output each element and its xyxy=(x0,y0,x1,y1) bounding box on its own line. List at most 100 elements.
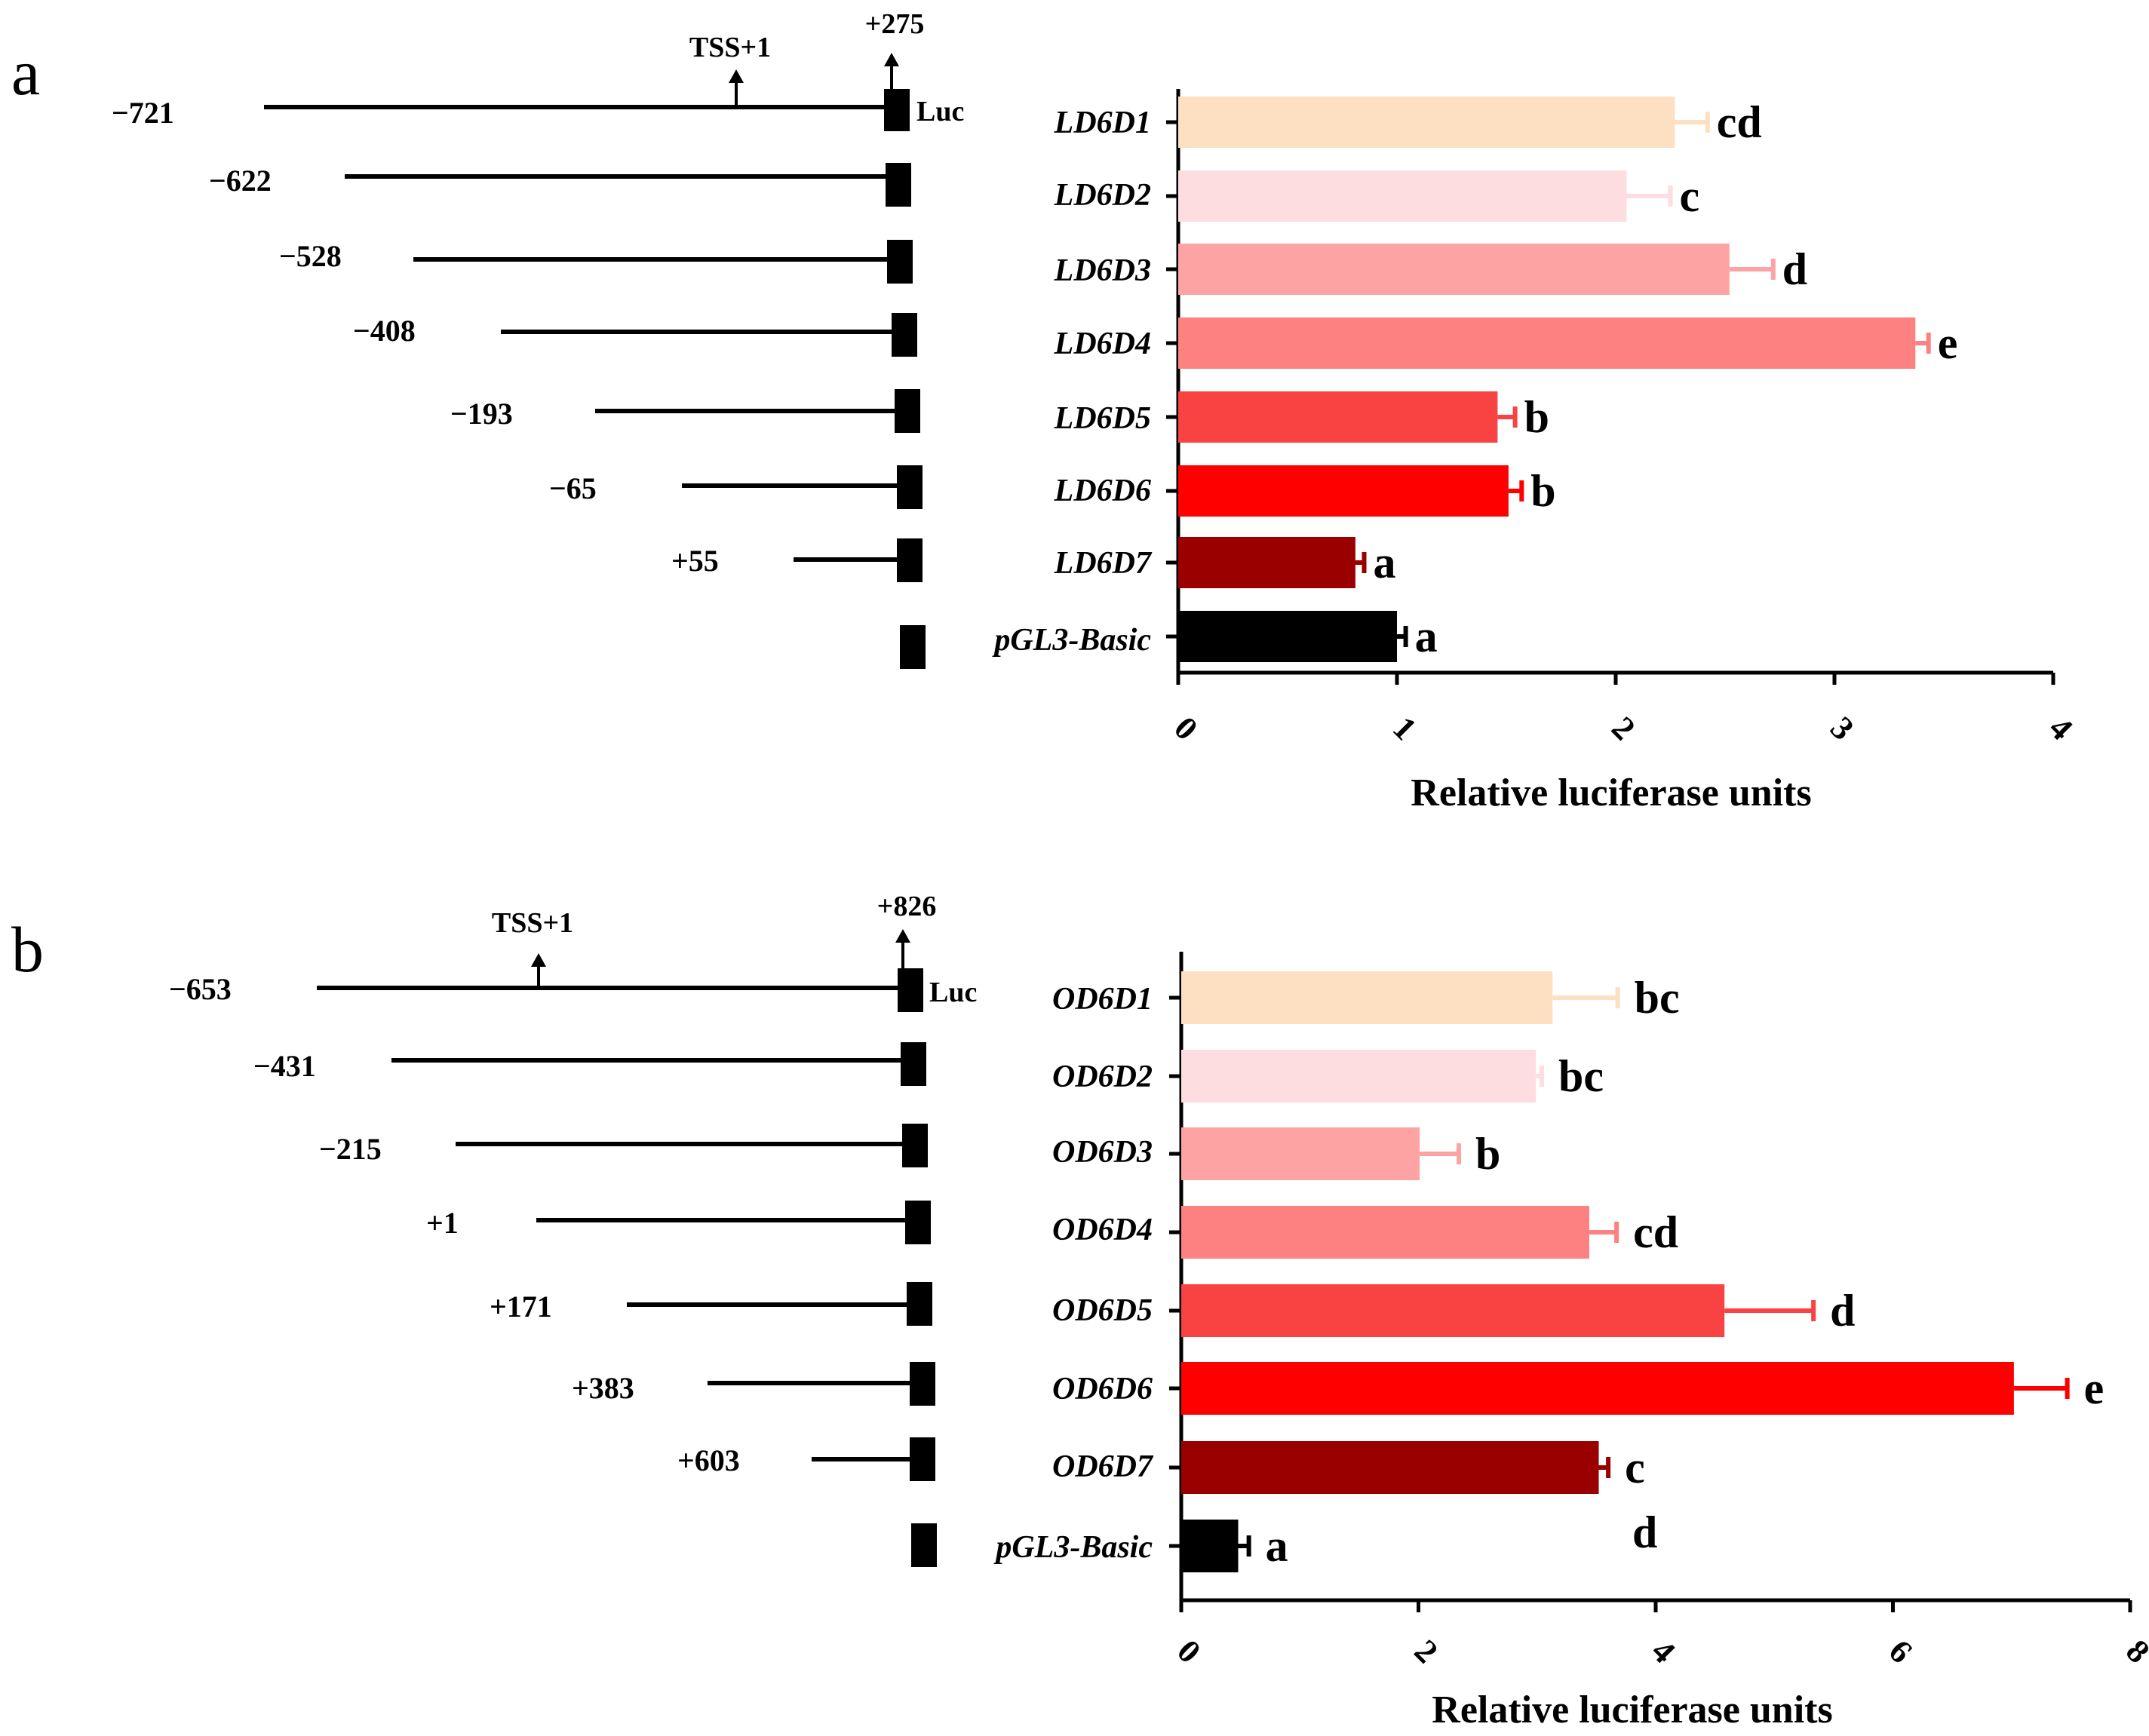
construct-row: −408 xyxy=(353,313,917,357)
bar xyxy=(1178,465,1509,517)
position-label: −528 xyxy=(279,239,342,273)
luc-box xyxy=(884,89,910,131)
bar xyxy=(1178,244,1730,295)
category-label: OD6D6 xyxy=(1052,1372,1153,1406)
position-label: +55 xyxy=(671,544,719,578)
construct-row: −622 xyxy=(209,163,911,207)
panel-b: b TSS+1 +826 Luc −653 −431 −215 xyxy=(11,891,2149,1731)
luc-box xyxy=(898,968,923,1012)
position-label: −193 xyxy=(450,397,513,431)
bar xyxy=(1181,1362,2014,1415)
chart-bars-a xyxy=(1178,97,1931,662)
luc-box xyxy=(905,1201,931,1244)
panel-a: a TSS+1 +275 Luc −721 −622 −528 xyxy=(11,8,2080,814)
category-label: LD6D6 xyxy=(1054,474,1151,508)
construct-row: +171 xyxy=(490,1282,932,1326)
category-label: LD6D4 xyxy=(1054,327,1151,361)
extra-significance-label: d xyxy=(1632,1507,1657,1557)
bar-chart-a: LD6D1 LD6D2 LD6D3 LD6D4 LD6D5 LD6D6 LD6D… xyxy=(992,89,2080,814)
position-label: −721 xyxy=(112,96,174,130)
x-axis-title-a: Relative luciferase units xyxy=(1411,771,1811,814)
end-arrow-head-a xyxy=(884,53,899,66)
position-label: −215 xyxy=(319,1132,382,1166)
x-tick-label: 4 xyxy=(1644,1633,1682,1670)
end-arrow-head-b xyxy=(895,929,910,943)
panel-letter-a: a xyxy=(11,36,40,109)
construct-row: −653 xyxy=(169,968,923,1012)
construct-diagram-b: TSS+1 +826 Luc −653 −431 −215 +1 xyxy=(169,891,977,1567)
x-tick-label: 0 xyxy=(1167,710,1205,747)
construct-row: −721 xyxy=(112,89,910,131)
significance-label: e xyxy=(2084,1363,2104,1413)
bar xyxy=(1181,1206,1589,1259)
category-label: LD6D1 xyxy=(1054,106,1151,140)
position-label: −622 xyxy=(209,164,272,198)
category-label: LD6D5 xyxy=(1054,401,1151,436)
significance-label: c xyxy=(1625,1443,1645,1492)
category-label: OD6D5 xyxy=(1052,1293,1153,1328)
significance-label: bc xyxy=(1558,1051,1604,1101)
x-tick-label: 2 xyxy=(1408,1633,1445,1670)
significance-label: cd xyxy=(1633,1207,1678,1257)
construct-diagram-a: TSS+1 +275 Luc −721 −622 −528 xyxy=(112,8,964,669)
significance-label: b xyxy=(1475,1129,1500,1179)
bar xyxy=(1178,391,1498,443)
luc-box xyxy=(910,1437,935,1481)
bar xyxy=(1178,317,1916,369)
category-label: LD6D3 xyxy=(1054,253,1151,288)
construct-row: +383 xyxy=(572,1362,935,1406)
significance-label: e xyxy=(1938,318,1958,368)
bar xyxy=(1181,1050,1537,1103)
significance-label: cd xyxy=(1717,97,1762,147)
construct-row: −528 xyxy=(279,239,913,284)
significance-labels-a: cd c d e b b a a xyxy=(1374,97,1958,661)
x-tick-label: 6 xyxy=(1882,1633,1920,1670)
bar xyxy=(1178,537,1355,588)
luc-box xyxy=(910,1362,935,1406)
category-label: OD6D1 xyxy=(1052,982,1153,1017)
x-tick-label: 2 xyxy=(1604,710,1642,747)
construct-row: −193 xyxy=(450,389,920,433)
bar xyxy=(1178,611,1397,662)
construct-row: −431 xyxy=(253,1042,926,1086)
category-labels-a: LD6D1 LD6D2 LD6D3 LD6D4 LD6D5 LD6D6 LD6D… xyxy=(992,106,1153,658)
x-tick-label: 3 xyxy=(1823,710,1861,747)
significance-label: d xyxy=(1830,1286,1855,1336)
bar xyxy=(1181,971,1553,1024)
luc-box xyxy=(900,625,926,669)
construct-row: +603 xyxy=(677,1437,935,1481)
panel-letter-b: b xyxy=(11,913,44,986)
bar xyxy=(1181,1284,1725,1337)
bar xyxy=(1181,1520,1239,1572)
construct-row: −215 xyxy=(319,1124,928,1167)
position-label: +383 xyxy=(572,1371,634,1405)
construct-row xyxy=(900,625,926,669)
category-label: OD6D3 xyxy=(1052,1135,1153,1170)
category-label: pGL3-Basic xyxy=(993,1530,1153,1565)
construct-row xyxy=(911,1523,937,1567)
category-label: LD6D7 xyxy=(1054,546,1153,581)
bar-chart-b: OD6D1 OD6D2 OD6D3 OD6D4 OD6D5 OD6D6 OD6D… xyxy=(993,952,2149,1731)
luc-box xyxy=(886,163,911,207)
position-label: −431 xyxy=(253,1049,316,1083)
x-tick-label: 8 xyxy=(2119,1633,2149,1670)
tick-labels-b: 0 2 4 6 8 xyxy=(1170,1633,2149,1670)
position-label: −408 xyxy=(353,314,416,348)
significance-label: bc xyxy=(1635,973,1680,1023)
luc-box xyxy=(887,240,913,284)
x-tick-label: 1 xyxy=(1386,710,1423,747)
position-label: +1 xyxy=(426,1206,459,1240)
tss-arrow-head-a xyxy=(729,69,744,83)
x-tick-label: 4 xyxy=(2042,710,2080,747)
position-label: −653 xyxy=(169,972,232,1006)
luc-label-a: Luc xyxy=(916,96,964,127)
bar xyxy=(1178,97,1675,148)
position-label: +171 xyxy=(490,1290,552,1323)
luc-label-b: Luc xyxy=(929,977,977,1008)
bar xyxy=(1178,170,1627,222)
bar xyxy=(1181,1127,1420,1180)
significance-label: a xyxy=(1266,1521,1288,1571)
tss-label-b: TSS+1 xyxy=(492,907,573,939)
category-label: OD6D2 xyxy=(1052,1060,1153,1094)
category-labels-b: OD6D1 OD6D2 OD6D3 OD6D4 OD6D5 OD6D6 OD6D… xyxy=(993,982,1154,1565)
